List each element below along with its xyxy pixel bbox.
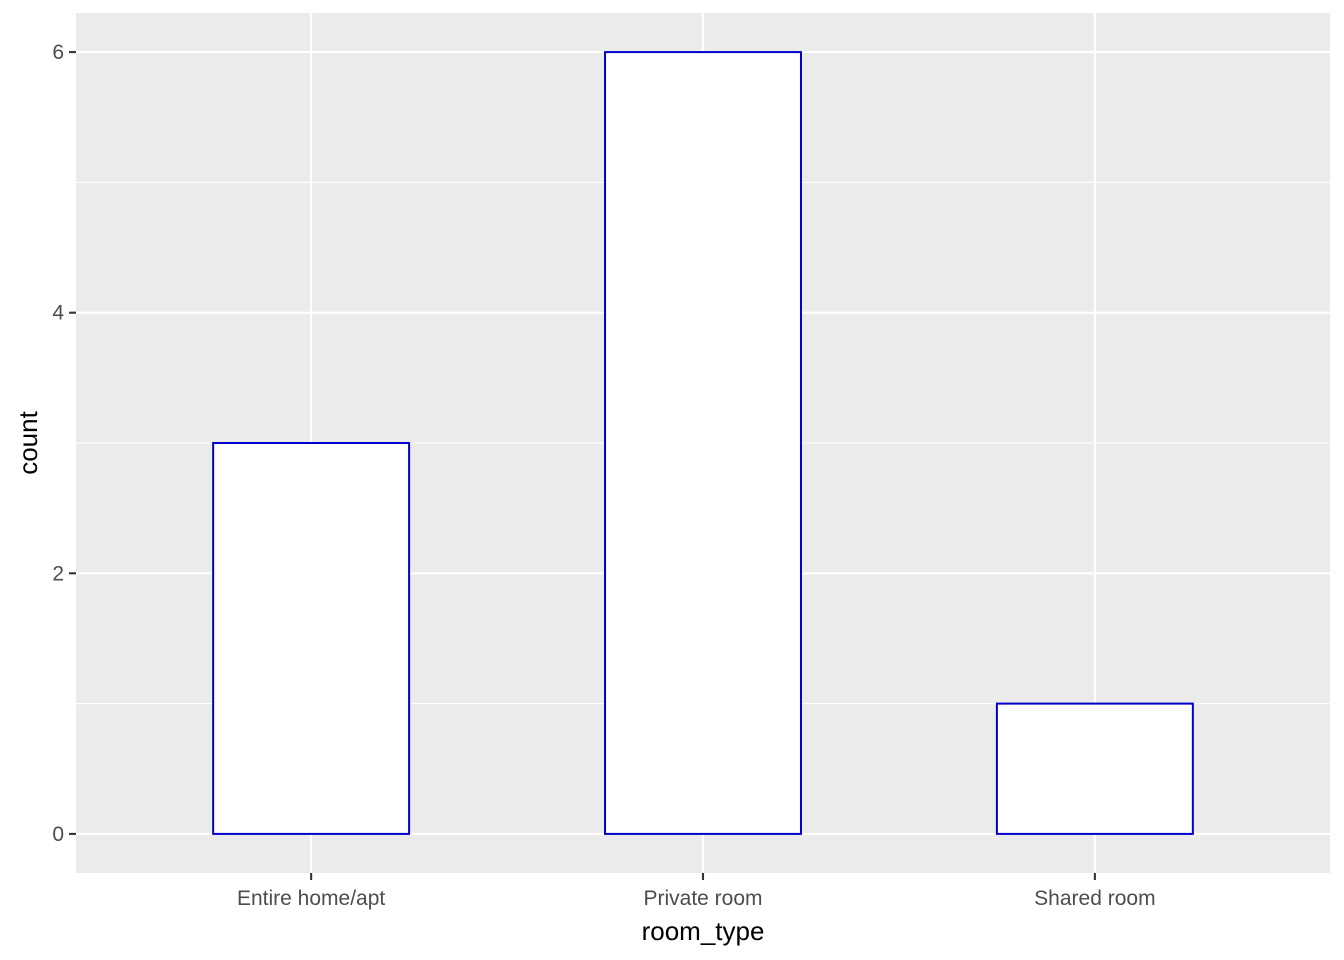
y-axis: 0 2 4 6 — [52, 41, 76, 846]
y-tick-label: 4 — [52, 302, 64, 325]
bar — [995, 702, 1194, 835]
bars — [212, 51, 1194, 835]
bar — [604, 51, 802, 835]
y-tick-label: 2 — [52, 562, 64, 585]
y-axis-title: count — [13, 410, 43, 474]
x-tick-label: Private room — [643, 887, 762, 910]
x-axis: Entire home/apt Private room Shared room — [237, 873, 1156, 910]
x-tick-label: Entire home/apt — [237, 887, 385, 910]
bar — [212, 442, 411, 835]
y-tick-label: 0 — [52, 823, 64, 846]
x-tick-label: Shared room — [1034, 887, 1155, 910]
x-axis-title: room_type — [642, 916, 765, 946]
y-tick-label: 6 — [52, 41, 64, 64]
